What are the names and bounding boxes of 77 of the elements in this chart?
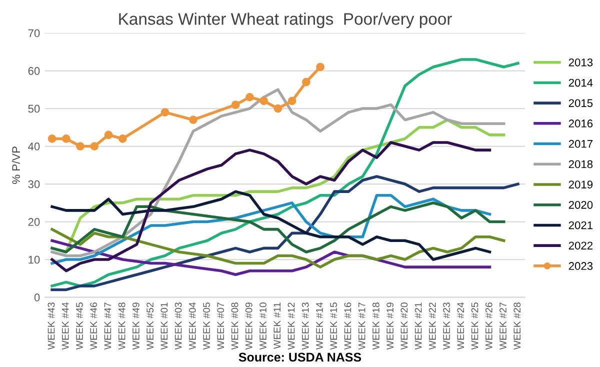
x-tick-label: WEEK #03 <box>174 302 182 350</box>
x-tick-label: WEEK #45 <box>76 302 83 350</box>
legend-label: 2020 <box>568 200 593 209</box>
line-series <box>50 88 506 258</box>
x-tick-label: WEEK #12 <box>288 302 295 350</box>
x-tick-label: WEEK #13 <box>302 302 309 350</box>
legend-label: 2022 <box>568 242 592 250</box>
legend-label: 2017 <box>568 140 592 148</box>
x-tick-label: WEEK #22 <box>428 302 436 350</box>
y-tick-label: 70 <box>28 29 40 38</box>
x-tick-label: WEEK #15 <box>330 302 338 350</box>
y-tick-label: 60 <box>28 67 40 75</box>
y-tick-label: 0 <box>34 294 40 302</box>
x-tick-label: WEEK #47 <box>104 302 112 350</box>
point <box>274 104 282 113</box>
x-tick-label: WEEK #25 <box>471 302 478 350</box>
x-tick-label: WEEK #05 <box>203 302 210 350</box>
y-axis-title: % P/VP <box>12 146 20 184</box>
point <box>90 142 99 150</box>
legend-label: 2023 <box>568 262 593 270</box>
x-tick-label: WEEK #28 <box>514 302 521 350</box>
point <box>288 96 296 106</box>
x-tick-label: WEEK #24 <box>457 302 464 350</box>
x-tick-label: WEEK #08 <box>231 302 238 350</box>
x-tick-label: WEEK #23 <box>443 302 450 350</box>
x-tick-label: WEEK #16 <box>344 302 352 350</box>
x-tick-label: WEEK #07 <box>217 302 224 350</box>
legend-label: 2014 <box>568 78 593 87</box>
line-series <box>50 141 492 272</box>
legend-label: 2013 <box>568 58 593 66</box>
point <box>118 134 127 143</box>
point <box>189 116 198 124</box>
x-tick-label: WEEK #04 <box>188 302 196 350</box>
legend-label: 2018 <box>568 160 593 168</box>
y-tick-label: 50 <box>28 104 40 113</box>
x-tick-label: WEEK #19 <box>386 302 394 350</box>
x-tick-label: WEEK #09 <box>245 302 252 350</box>
point <box>260 96 268 106</box>
x-tick-label: WEEK #01 <box>160 302 168 350</box>
x-tick-label: WEEK #10 <box>260 302 266 350</box>
y-tick-label: 30 <box>28 180 40 188</box>
legend-label: 2015 <box>568 99 593 108</box>
x-tick-label: WEEK #17 <box>358 302 366 350</box>
point <box>76 142 84 150</box>
x-tick-label: WEEK #14 <box>316 302 323 350</box>
point <box>62 134 70 143</box>
x-tick-label: WEEK #18 <box>372 302 380 350</box>
x-tick-label: WEEK #43 <box>48 302 55 350</box>
line-series <box>50 202 506 254</box>
point <box>302 78 310 86</box>
x-tick-label: WEEK #52 <box>146 302 154 350</box>
point <box>246 93 254 102</box>
y-tick-label: 20 <box>28 218 40 226</box>
x-tick-label: WEEK #21 <box>414 302 422 350</box>
point <box>231 100 240 109</box>
line-series <box>50 58 520 288</box>
source-note: Source: USDA NASS <box>238 352 362 362</box>
y-tick-label: 10 <box>28 256 40 264</box>
x-tick-label: WEEK #27 <box>500 302 506 350</box>
x-tick-label: WEEK #49 <box>132 302 140 350</box>
x-tick-label: WEEK #48 <box>118 302 126 350</box>
x-tick-label: WEEK #11 <box>274 302 280 349</box>
point <box>104 130 113 140</box>
legend-label: 2016 <box>568 120 593 128</box>
x-tick-label: WEEK #46 <box>90 302 98 350</box>
legend-label: 2021 <box>568 221 593 230</box>
point <box>48 134 56 143</box>
x-tick-label: WEEK #44 <box>62 302 69 350</box>
x-tick-label: WEEK #20 <box>400 302 408 350</box>
x-tick-label: WEEK #26 <box>485 302 492 350</box>
y-tick-label: 40 <box>28 142 40 150</box>
line-series <box>50 228 506 268</box>
legend-label: 2019 <box>568 180 593 188</box>
point <box>316 62 324 72</box>
point <box>160 108 170 116</box>
line-series <box>50 175 520 292</box>
chart-title: Kansas Winter Wheat ratings Poor/very poor <box>119 12 452 28</box>
